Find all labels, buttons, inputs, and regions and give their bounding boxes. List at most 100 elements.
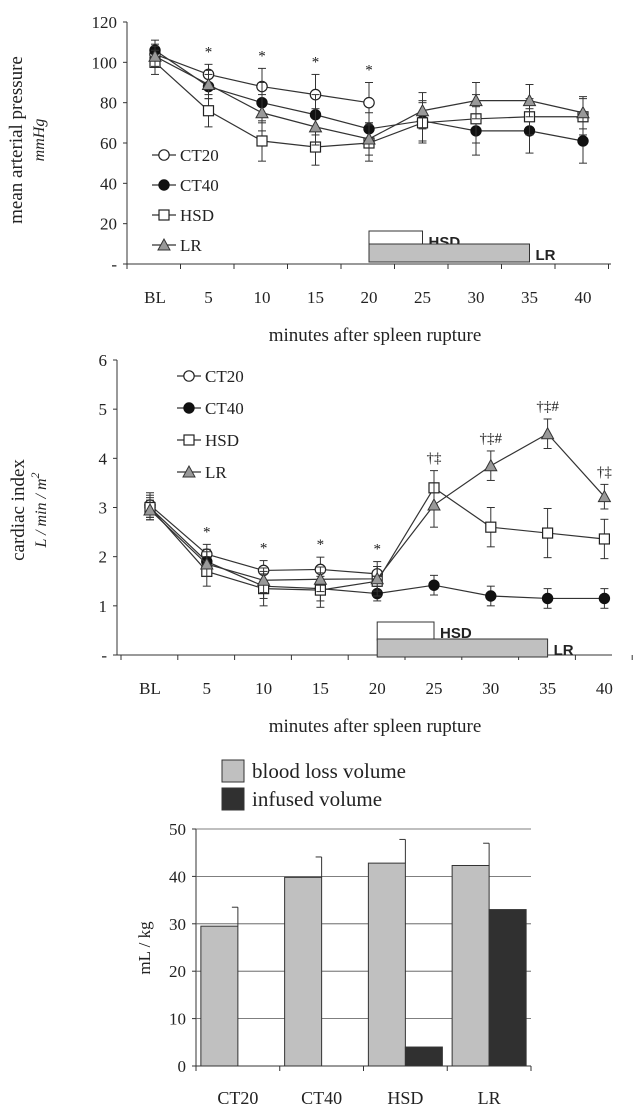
x-tick-label-30: 30: [468, 288, 485, 307]
legend-label-ct20: CT20: [205, 367, 244, 386]
data-point-hsd: [256, 135, 268, 147]
y-axis-label: cardiac index: [8, 459, 29, 561]
x-tick-label-15: 15: [312, 679, 329, 698]
series-line-lr: [149, 432, 605, 581]
legend-item-lr: LR: [177, 463, 227, 482]
data-point-lr: [199, 556, 214, 570]
legend-label-infused-volume: infused volume: [252, 787, 382, 811]
significance-marker: *: [260, 541, 268, 557]
data-point-ct40: [485, 590, 497, 602]
legend-item-ct40: CT40: [152, 176, 219, 195]
legend-swatch-infused-volume: [221, 787, 245, 811]
data-point-ct40: [541, 592, 554, 605]
legend-marker-ct20: [158, 149, 170, 161]
legend-item-lr: LR: [152, 236, 202, 255]
significance-marker: *: [312, 54, 320, 70]
bar-blood-loss-volume-ct40: [284, 876, 323, 1067]
x-tick-label-lr: LR: [478, 1088, 501, 1108]
y-tick-label: 30: [169, 915, 186, 934]
x-tick-label-10: 10: [254, 288, 271, 307]
data-point-ct40: [598, 592, 611, 605]
significance-marker: *: [317, 537, 325, 553]
y-tick-label: 20: [169, 962, 186, 981]
x-tick-label-40: 40: [596, 679, 613, 698]
bar-blood-loss-volume-ct20: [200, 925, 239, 1067]
x-axis-label: minutes after spleen rupture: [269, 325, 482, 346]
bar-infused-volume-hsd: [404, 1046, 443, 1067]
infusion-bar-label-lr: LR: [554, 642, 574, 659]
x-tick-label-35: 35: [539, 679, 556, 698]
y-axis-unit: mmHg: [31, 119, 48, 162]
y-tick-label: 40: [169, 867, 186, 886]
legend-label-hsd: HSD: [205, 431, 239, 450]
data-point-ct20: [363, 96, 375, 109]
y-tick-label: 1: [99, 597, 108, 616]
legend-marker-hsd: [158, 209, 170, 221]
y-tick-label: -: [111, 255, 117, 274]
data-point-lr: [201, 77, 216, 91]
y-tick-label: 60: [100, 134, 117, 153]
x-tick-label-20: 20: [369, 679, 386, 698]
y-tick-label: 5: [99, 400, 108, 419]
data-point-lr: [148, 49, 162, 62]
legend-label-ct40: CT40: [205, 399, 244, 418]
infusion-bar-label-hsd: HSD: [440, 625, 472, 642]
y-tick-label: 6: [99, 351, 108, 370]
y-tick-label: 40: [100, 174, 117, 193]
data-point-lr: [540, 426, 555, 440]
legend-marker-ct40: [158, 179, 170, 191]
data-point-hsd: [598, 533, 611, 545]
x-tick-label-5: 5: [203, 679, 212, 698]
legend-label-lr: LR: [205, 463, 227, 482]
y-tick-label: 20: [100, 215, 117, 234]
data-point-lr: [522, 93, 537, 107]
y-tick-label: 50: [169, 820, 186, 839]
series-lr: [148, 45, 590, 156]
legend-label-hsd: HSD: [180, 206, 214, 225]
y-tick-label: -: [101, 646, 107, 665]
y-axis-unit-superscript: 2: [28, 472, 42, 478]
legend-marker-lr: [157, 237, 171, 251]
significance-marker: *: [373, 542, 381, 558]
infusion-bar-lr: [376, 638, 549, 658]
infusion-bar-hsd: [376, 621, 435, 641]
x-tick-label-hsd: HSD: [387, 1088, 423, 1108]
x-tick-label-bl: BL: [144, 288, 166, 307]
y-axis-unit-text: L / min / m: [33, 478, 50, 548]
data-point-lr: [469, 93, 483, 107]
x-tick-label-35: 35: [521, 288, 538, 307]
volume-bar-chart: 0 10 20 30 40 50 CT20 CT40 HSD LR blood loss volum…: [135, 759, 532, 1108]
series-lr: [143, 418, 612, 594]
legend-marker-hsd: [183, 434, 195, 446]
legend-item-ct20: CT20: [177, 367, 244, 386]
infusion-bar-label-lr: LR: [536, 247, 556, 264]
legend-marker-lr: [182, 464, 196, 478]
x-tick-label-5: 5: [204, 288, 213, 307]
infusion-bar-lr: [368, 243, 530, 263]
data-point-ct40: [577, 135, 589, 147]
significance-marker: †‡#: [536, 399, 559, 415]
x-tick-label-30: 30: [482, 679, 499, 698]
y-tick-label: 120: [92, 13, 118, 32]
data-point-hsd: [541, 527, 554, 539]
data-point-lr: [308, 119, 323, 133]
y-axis-label: mL / kg: [135, 921, 154, 975]
data-point-lr: [313, 572, 328, 585]
significance-marker: *: [203, 524, 211, 540]
y-tick-label: 4: [99, 449, 108, 468]
bar-blood-loss-volume-hsd: [367, 862, 406, 1067]
legend-marker-ct40: [183, 402, 195, 414]
cardiac-index-chart: - 1 2 3 4 5 6 BL 5 10 15 20 25 30 35 40 HSD LR * * * * †‡ †‡# †‡…: [8, 351, 633, 737]
data-point-lr: [415, 103, 430, 117]
legend-item-hsd: HSD: [177, 431, 239, 450]
mean-arterial-pressure-chart: - 20 40 60 80 100 120 BL 5 10 15 20 25 30 35 40 HSD LR * * *…: [6, 13, 611, 346]
data-point-lr: [362, 131, 376, 145]
x-tick-label-ct40: CT40: [301, 1088, 342, 1108]
significance-marker: †‡: [427, 451, 443, 467]
significance-marker: *: [258, 48, 266, 64]
data-point-ct40: [428, 579, 440, 591]
significance-marker: *: [205, 44, 213, 60]
significance-marker: †‡#: [480, 431, 503, 447]
data-point-lr: [427, 497, 441, 511]
